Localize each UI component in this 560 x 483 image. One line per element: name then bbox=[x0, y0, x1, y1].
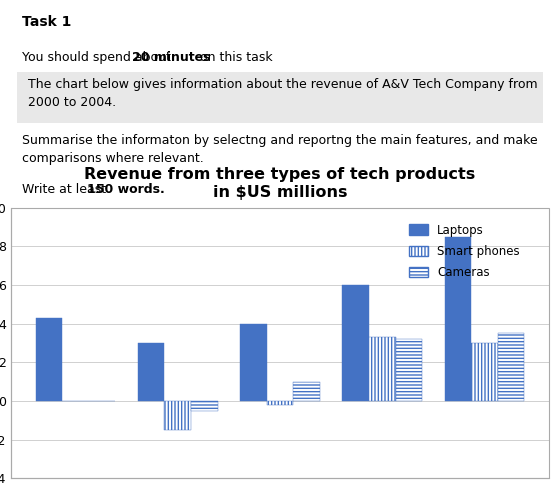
Bar bbox=[498, 333, 524, 401]
Bar bbox=[369, 337, 395, 401]
Bar bbox=[36, 318, 62, 401]
Text: Summarise the informaton by selectng and reportng the main features, and make
co: Summarise the informaton by selectng and… bbox=[22, 134, 538, 165]
Title: Revenue from three types of tech products
in $US millions: Revenue from three types of tech product… bbox=[85, 167, 475, 199]
Bar bbox=[267, 401, 293, 405]
Text: Task 1: Task 1 bbox=[22, 15, 72, 29]
Bar bbox=[165, 401, 191, 430]
FancyBboxPatch shape bbox=[17, 72, 543, 123]
Bar bbox=[342, 285, 369, 401]
Legend: Laptops, Smart phones, Cameras: Laptops, Smart phones, Cameras bbox=[404, 219, 525, 284]
Text: You should spend about: You should spend about bbox=[22, 51, 175, 64]
Bar bbox=[138, 343, 165, 401]
Bar bbox=[395, 339, 422, 401]
Text: Write at least: Write at least bbox=[22, 183, 110, 196]
Bar bbox=[240, 324, 267, 401]
Text: on this task: on this task bbox=[196, 51, 273, 64]
Text: 20 minutes: 20 minutes bbox=[132, 51, 210, 64]
Text: The chart below gives information about the revenue of A&V Tech Company from
200: The chart below gives information about … bbox=[28, 78, 538, 109]
Text: 150 words.: 150 words. bbox=[87, 183, 165, 196]
Bar bbox=[471, 343, 498, 401]
Bar bbox=[191, 401, 218, 411]
Bar bbox=[445, 237, 471, 401]
Bar bbox=[293, 382, 320, 401]
